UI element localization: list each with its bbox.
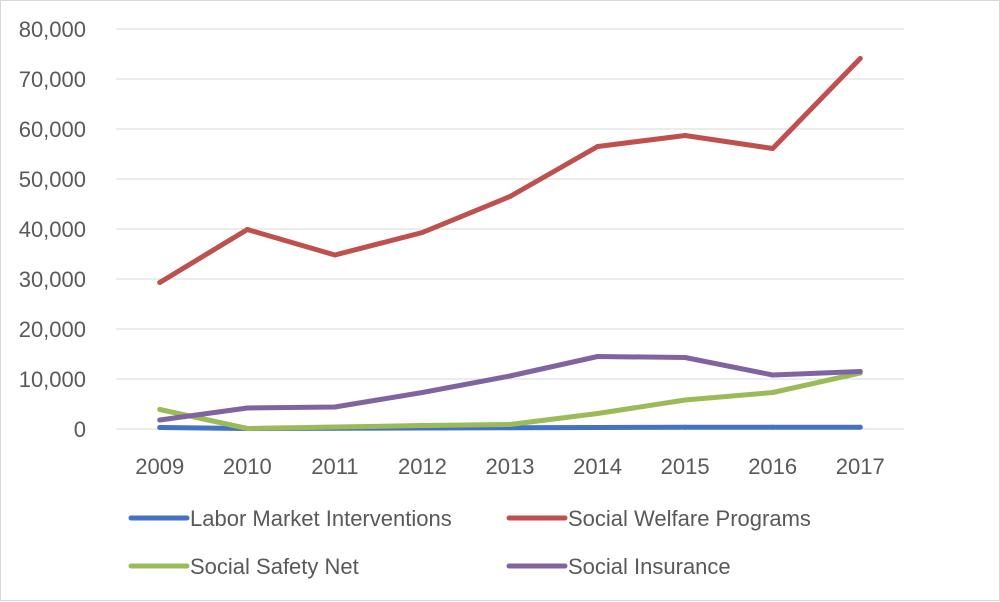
data-point: [595, 144, 601, 149]
data-point: [507, 422, 513, 427]
data-point: [332, 404, 338, 410]
legend-label: Social Safety Net: [190, 554, 359, 579]
x-tick-label: 2015: [661, 454, 710, 479]
data-point: [682, 355, 688, 360]
data-point: [770, 146, 776, 151]
y-tick-label: 80,000: [19, 17, 86, 42]
x-tick-label: 2011: [311, 454, 358, 479]
y-tick-label: 60,000: [19, 117, 86, 142]
x-tick-label: 2010: [223, 454, 272, 479]
data-point: [595, 411, 601, 416]
data-point: [682, 133, 688, 138]
legend: Labor Market Interventions Social Welfare…: [128, 506, 811, 579]
data-point: [857, 424, 863, 430]
data-point: [244, 227, 250, 232]
data-point: [157, 425, 163, 430]
y-axis-ticks: 0 10,000 20,000 30,000 40,000 50,000 60,000 70,…: [19, 17, 86, 442]
data-point: [682, 397, 688, 403]
y-tick-label: 50,000: [19, 167, 86, 192]
grid-layer: [116, 28, 904, 430]
x-tick-label: 2009: [135, 454, 184, 479]
y-tick-label: 20,000: [19, 317, 86, 342]
data-point: [507, 373, 513, 379]
data-point: [419, 390, 425, 395]
data-point: [857, 369, 863, 374]
y-tick-label: 70,000: [19, 67, 86, 92]
y-tick-label: 10,000: [19, 367, 86, 392]
data-point: [770, 424, 776, 430]
series-line: [157, 56, 863, 285]
data-point: [244, 405, 250, 411]
legend-label: Labor Market Interventions: [190, 506, 452, 531]
x-axis-ticks: 2009 2010 2011 2012 2013 2014 2015 2016 2017: [135, 454, 884, 479]
data-point: [244, 426, 250, 431]
data-point: [419, 230, 425, 235]
x-tick-label: 2012: [398, 454, 447, 479]
y-tick-label: 40,000: [19, 217, 86, 242]
data-point: [157, 407, 163, 412]
x-tick-label: 2014: [573, 454, 622, 479]
series-layer: [157, 56, 863, 431]
data-point: [595, 425, 601, 430]
x-tick-label: 2017: [836, 454, 885, 479]
data-point: [157, 417, 163, 423]
y-tick-label: 30,000: [19, 267, 86, 292]
data-point: [419, 423, 425, 428]
x-tick-label: 2013: [486, 454, 535, 479]
data-point: [332, 424, 338, 430]
data-point: [770, 390, 776, 395]
data-point: [770, 372, 776, 378]
data-point: [595, 354, 601, 359]
x-tick-label: 2016: [748, 454, 797, 479]
series-line: [157, 354, 863, 423]
legend-label: Social Insurance: [568, 554, 731, 579]
data-point: [857, 56, 863, 61]
series-line: [157, 370, 863, 431]
data-point: [157, 280, 163, 285]
y-tick-label: 0: [74, 417, 86, 442]
data-point: [507, 194, 513, 199]
data-point: [332, 252, 338, 258]
legend-label: Social Welfare Programs: [568, 506, 811, 531]
data-point: [682, 424, 688, 430]
